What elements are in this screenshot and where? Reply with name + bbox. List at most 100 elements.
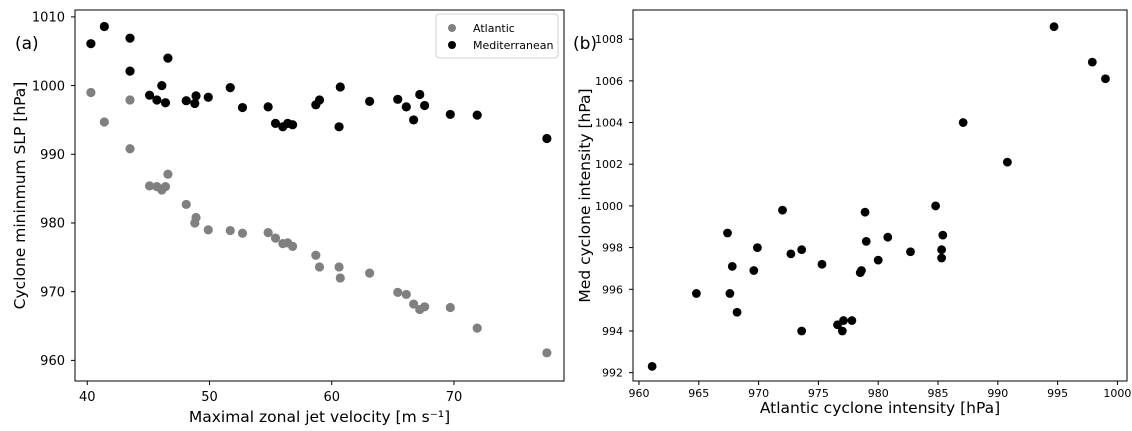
panel-a-y-axis-label: Cyclone mininmum SLP [hPa]: [11, 82, 29, 310]
series-point: [727, 261, 737, 271]
y-tick-label: 980: [40, 217, 65, 232]
mediterranean-point: [270, 118, 281, 128]
series-point: [786, 249, 796, 259]
mediterranean-point: [263, 102, 273, 112]
panel-a-points: [86, 21, 552, 358]
mediterranean-point: [160, 98, 171, 108]
series-point: [725, 289, 735, 298]
atlantic-point: [335, 273, 345, 283]
series-point: [723, 228, 732, 238]
y-tick-label: 1008: [595, 33, 623, 46]
y-tick-label: 998: [602, 242, 623, 255]
panel-a-plot-frame: [74, 9, 565, 382]
mediterranean-point: [125, 66, 135, 76]
legend-box: [435, 13, 559, 59]
series-point: [797, 326, 807, 336]
mediterranean-point: [415, 89, 425, 100]
x-tick-label: 960: [628, 387, 649, 400]
series-point: [873, 255, 883, 265]
x-tick-label: 60: [323, 390, 340, 405]
atlantic-point: [288, 241, 298, 251]
y-tick-label: 1004: [595, 117, 623, 130]
x-tick-label: 50: [201, 390, 218, 405]
series-point: [1002, 157, 1012, 167]
mediterranean-point: [393, 94, 403, 104]
series-point: [749, 266, 759, 275]
series-point: [938, 230, 948, 240]
panel-b-chart: 960 965 970 975 980 985 990 995 1000 99299499699…: [573, 9, 1131, 417]
series-point: [861, 236, 871, 246]
atlantic-point: [445, 302, 455, 313]
mediterranean-point: [99, 21, 109, 32]
atlantic-point: [203, 225, 213, 235]
mediterranean-point: [314, 95, 325, 105]
atlantic-point: [542, 348, 552, 358]
atlantic-point: [420, 302, 430, 312]
atlantic-point: [160, 181, 171, 192]
x-tick-label: 40: [79, 390, 96, 405]
x-tick-label: 970: [748, 387, 769, 400]
atlantic-point: [191, 212, 201, 223]
y-tick-label: 1010: [32, 11, 65, 26]
mediterranean-point: [409, 115, 419, 125]
legend-label-mediterranean: Mediterranean: [473, 39, 553, 52]
y-tick-label: 1000: [32, 79, 65, 94]
series-point: [931, 201, 941, 211]
atlantic-point: [125, 95, 135, 105]
series-point: [837, 326, 847, 336]
mediterranean-point: [152, 95, 162, 105]
x-tick-label: 980: [868, 387, 889, 400]
mediterranean-point: [237, 102, 248, 113]
y-tick-label: 992: [602, 367, 623, 380]
panel-a-x-axis-label: Maximal zonal jet velocity [m s⁻¹]: [189, 408, 450, 426]
panel-a-x-ticks: 40 50 60 70: [79, 381, 462, 405]
mediterranean-point: [288, 120, 298, 130]
mediterranean-point: [157, 80, 167, 91]
y-tick-label: 996: [602, 283, 623, 296]
y-tick-label: 1002: [595, 158, 623, 171]
y-tick-label: 990: [40, 148, 65, 163]
mediterranean-point: [335, 82, 345, 92]
series-point: [797, 245, 807, 255]
series-point: [860, 207, 870, 217]
panel-b-x-axis-label: Atlantic cyclone intensity [hPa]: [760, 399, 1000, 417]
x-tick-label: 995: [1047, 387, 1068, 400]
mediterranean-point: [445, 109, 455, 120]
series-point: [847, 316, 857, 325]
x-tick-label: 975: [808, 387, 829, 400]
legend-marker-atlantic: [448, 24, 456, 32]
atlantic-point: [144, 181, 155, 191]
atlantic-point: [263, 228, 273, 238]
panel-b-plot-frame: [632, 9, 1128, 382]
panel-a-legend: Atlantic Mediterranean: [435, 13, 559, 59]
atlantic-point: [365, 268, 375, 278]
mediterranean-point: [401, 102, 411, 112]
atlantic-point: [99, 117, 109, 127]
atlantic-point: [237, 228, 248, 238]
atlantic-point: [334, 262, 344, 272]
mediterranean-point: [190, 98, 200, 109]
series-point: [817, 259, 827, 269]
atlantic-point: [311, 250, 321, 260]
atlantic-point: [225, 225, 235, 236]
series-point: [778, 205, 787, 215]
panel-b-label: (b): [573, 34, 597, 54]
series-point: [1049, 22, 1059, 32]
series-point: [752, 243, 762, 253]
series-point: [937, 245, 947, 255]
series-point: [732, 307, 742, 317]
legend-marker-mediterranean: [448, 41, 456, 49]
x-tick-label: 965: [688, 387, 709, 400]
panel-b-points: [647, 22, 1110, 371]
panel-b-x-ticks: 960 965 970 975 980 985 990 995 1000: [628, 381, 1131, 400]
atlantic-point: [472, 323, 482, 333]
y-tick-label: 994: [602, 325, 623, 338]
atlantic-point: [270, 233, 281, 243]
y-tick-label: 970: [40, 285, 65, 300]
x-tick-label: 70: [446, 390, 463, 405]
mediterranean-point: [420, 100, 430, 111]
atlantic-point: [409, 299, 419, 309]
mediterranean-point: [86, 39, 96, 49]
x-tick-label: 1000: [1103, 387, 1131, 400]
